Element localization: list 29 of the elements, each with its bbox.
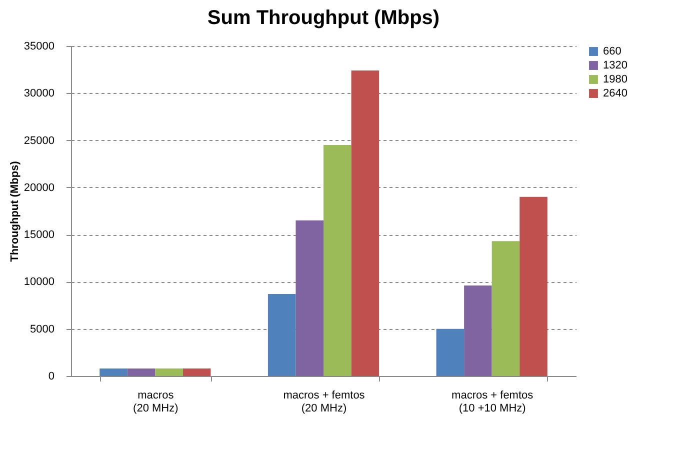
y-tick-label: 5000 [30,323,54,336]
x-tick-label: macros + femtos (10 +10 MHz) [452,390,534,414]
bar [324,145,352,376]
legend-label: 660 [603,46,622,58]
bar [351,70,380,376]
x-tick-label: macros (20 MHz) [133,390,178,414]
legend-label: 1980 [603,74,628,86]
bar [492,241,520,376]
y-tick-label: 10000 [24,276,54,288]
y-tick-label: 25000 [24,134,54,147]
y-tick-label: 30000 [24,88,54,100]
y-tick-label: 0 [48,370,54,382]
x-tick-label: macros + femtos (20 MHz) [283,390,366,414]
y-tick-label: 15000 [24,229,54,242]
y-tick-label: 20000 [24,182,54,194]
bar [296,220,324,376]
bar [268,294,296,376]
bar [155,368,183,376]
bar [436,328,464,376]
y-axis-title: Throughput (Mbps) [8,160,21,262]
bar [182,368,211,376]
legend-label: 1320 [603,60,628,72]
bar [464,285,492,376]
chart-title: Sum Throughput (Mbps) [207,7,440,29]
bar [127,368,156,376]
bar [100,368,128,376]
y-tick-label: 35000 [24,40,54,52]
legend-label: 2640 [603,88,628,100]
bar [520,196,548,376]
